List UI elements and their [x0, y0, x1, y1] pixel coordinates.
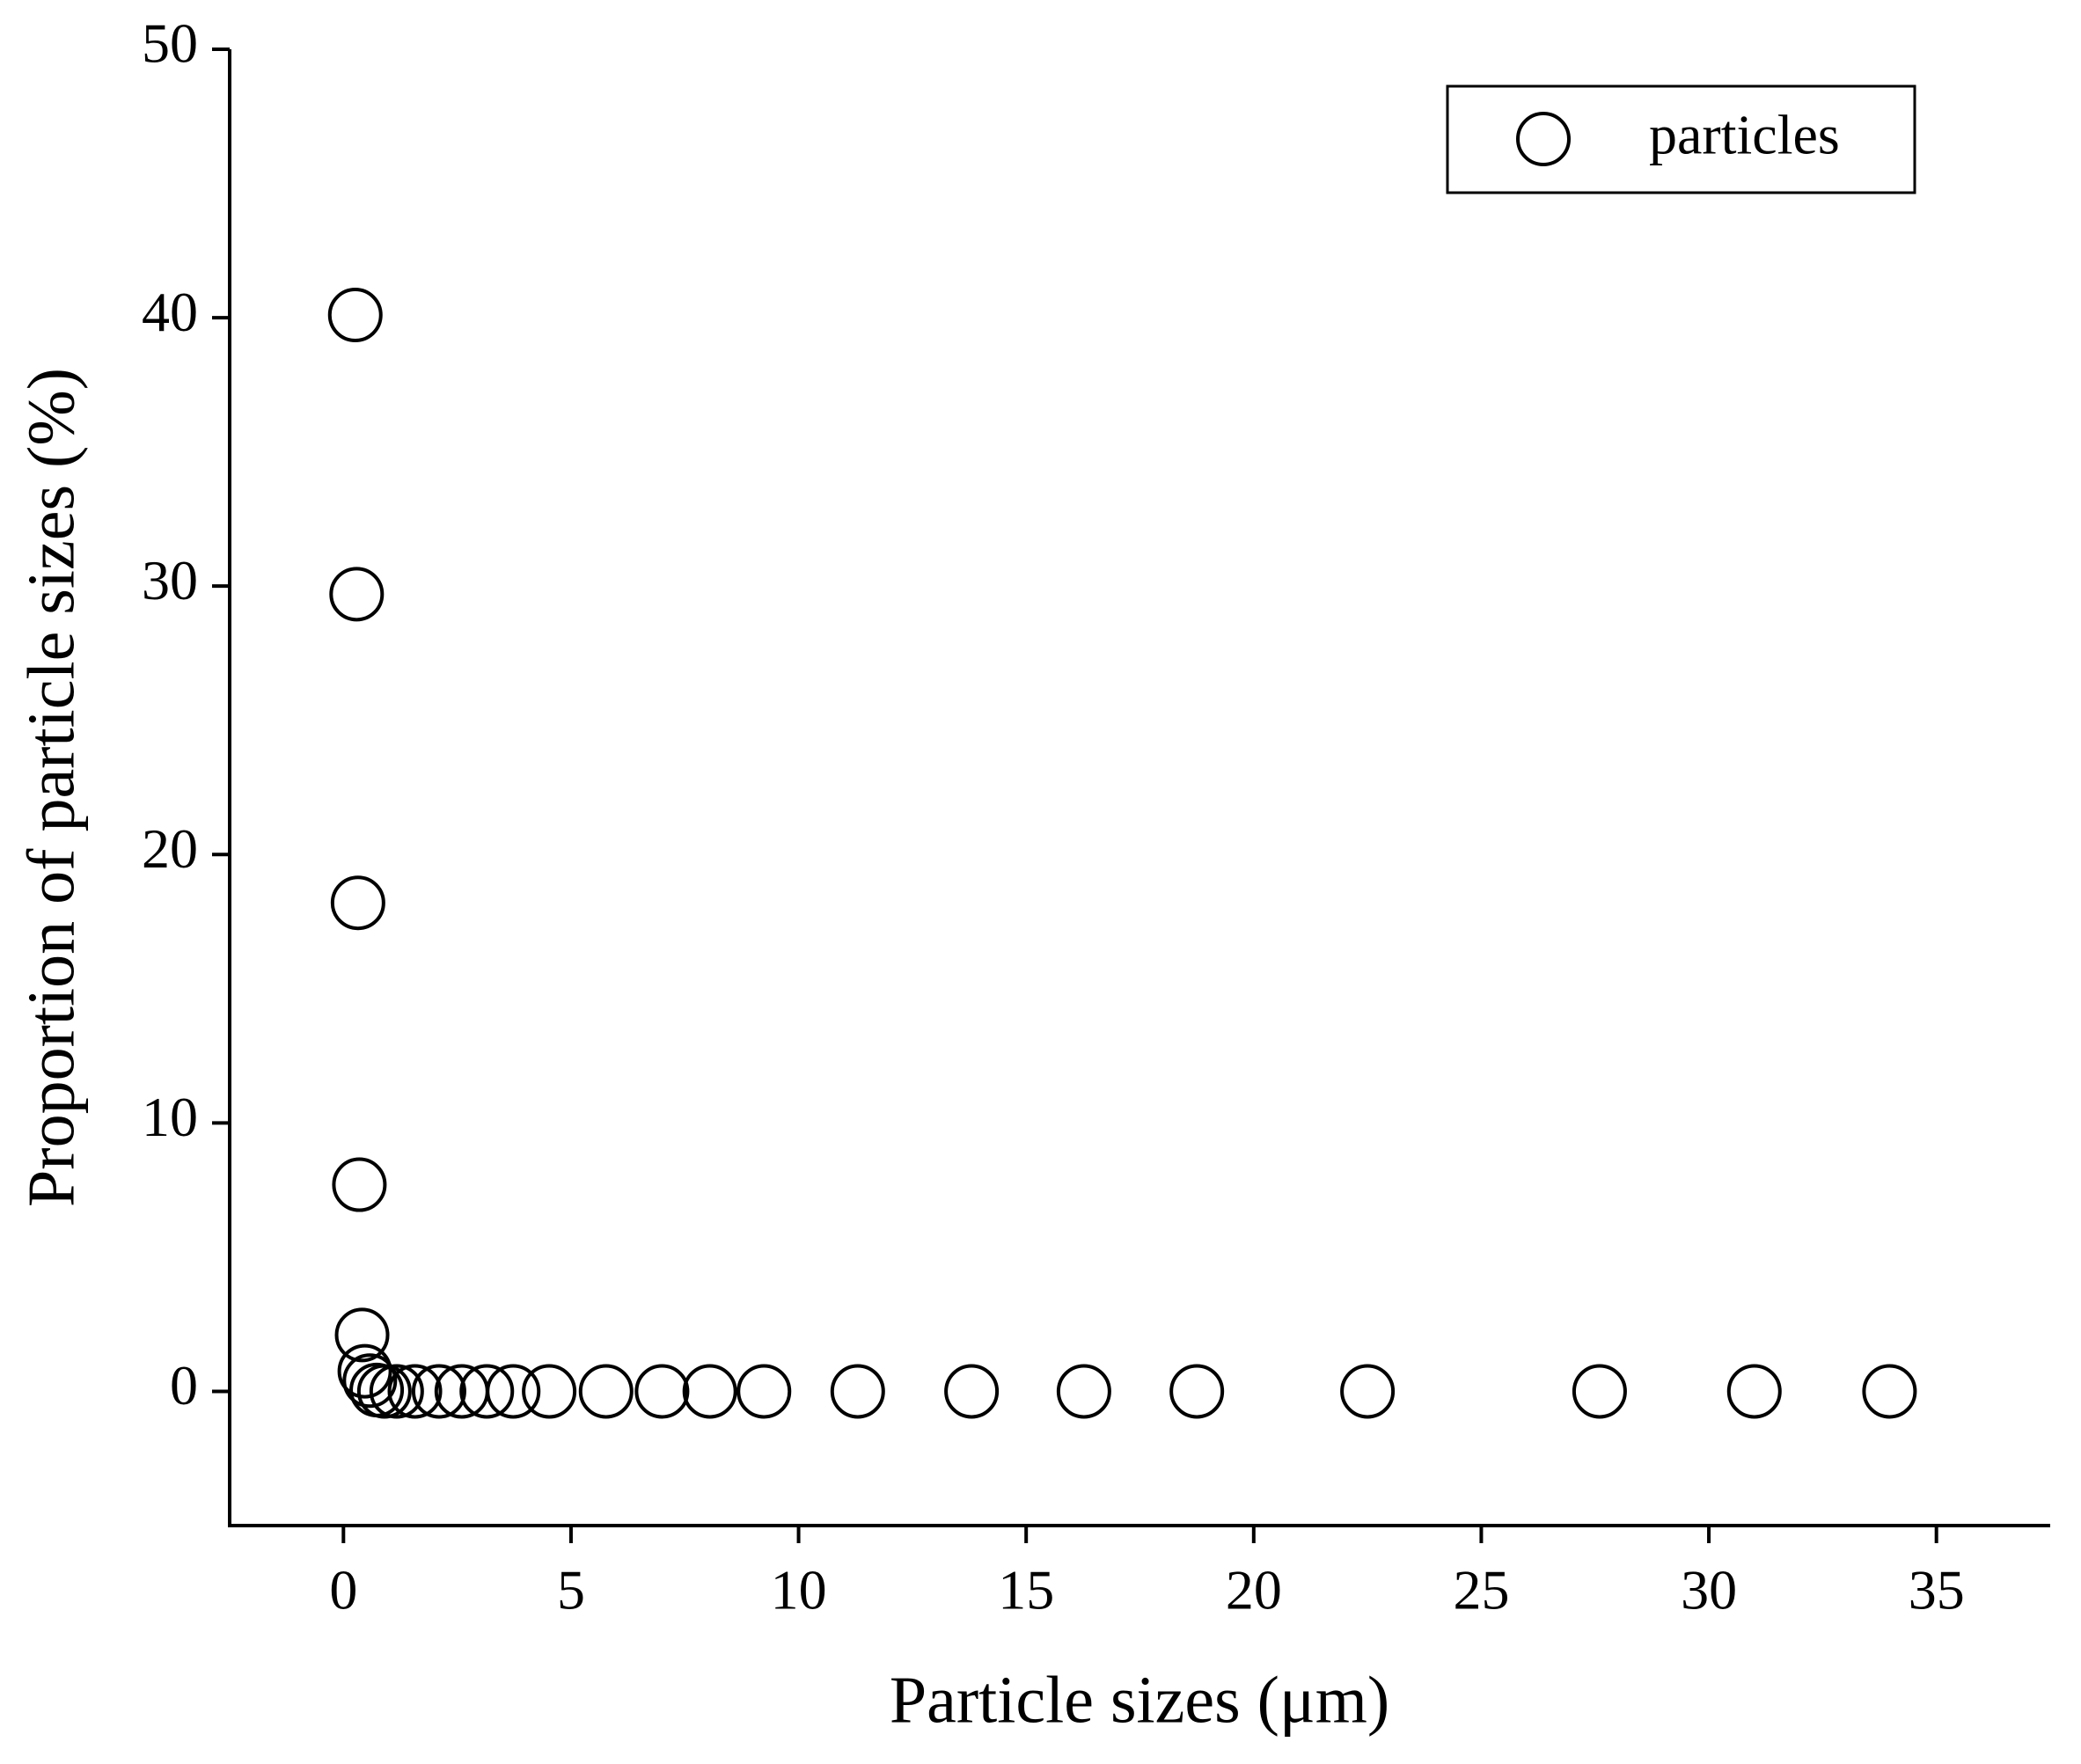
- legend-box: [1446, 84, 1916, 194]
- y-axis-title: Proportion of particle sizes (%): [14, 368, 88, 1207]
- point: [682, 1364, 737, 1419]
- x-tick-label: 5: [557, 1559, 585, 1621]
- point: [342, 1353, 398, 1409]
- x-tick-label: 10: [771, 1559, 827, 1621]
- point: [356, 1364, 412, 1419]
- y-tick-label: 40: [142, 281, 198, 343]
- x-tick-label: 0: [329, 1559, 357, 1621]
- point: [1169, 1364, 1225, 1419]
- point: [329, 567, 385, 622]
- y-tick-label: 0: [170, 1354, 198, 1416]
- point: [327, 288, 383, 343]
- y-tick-label: 50: [142, 12, 198, 75]
- y-tick-label: 20: [142, 817, 198, 880]
- point: [578, 1364, 634, 1419]
- x-tick-label: 35: [1909, 1559, 1965, 1621]
- x-tick-label: 20: [1226, 1559, 1282, 1621]
- x-tick-label: 25: [1453, 1559, 1509, 1621]
- point: [337, 1343, 392, 1399]
- point: [369, 1364, 424, 1419]
- point: [387, 1364, 443, 1419]
- point: [1726, 1364, 1782, 1419]
- point: [411, 1364, 466, 1419]
- point: [459, 1364, 515, 1419]
- point: [830, 1364, 885, 1419]
- point: [332, 1157, 387, 1212]
- point: [736, 1364, 792, 1419]
- x-tick-label: 30: [1681, 1559, 1737, 1621]
- point: [522, 1364, 577, 1419]
- point: [486, 1364, 541, 1419]
- point: [944, 1364, 1000, 1419]
- point: [334, 1307, 390, 1363]
- point: [1572, 1364, 1627, 1419]
- y-tick-label: 10: [142, 1086, 198, 1148]
- point: [1340, 1364, 1396, 1419]
- point: [1056, 1364, 1111, 1419]
- x-tick-label: 15: [998, 1559, 1054, 1621]
- point: [1862, 1364, 1917, 1419]
- point: [330, 875, 385, 931]
- y-tick-label: 30: [142, 549, 198, 611]
- x-axis-title: Particle sizes (μm): [890, 1663, 1389, 1737]
- point: [634, 1364, 690, 1419]
- legend-marker: [1516, 112, 1571, 166]
- legend-label: particles: [1649, 104, 1840, 166]
